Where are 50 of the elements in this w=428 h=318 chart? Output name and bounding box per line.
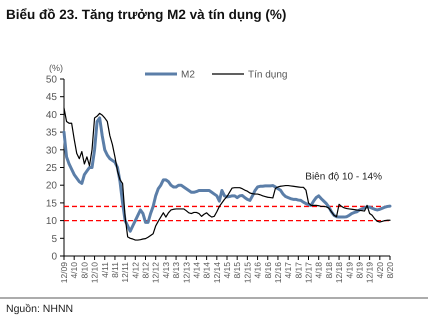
x-tick-label: 8/16 xyxy=(262,262,273,279)
x-tick-label: 12/17 xyxy=(304,262,314,284)
x-tick-label: 8/15 xyxy=(232,262,242,279)
text: Nguồn: NHNN xyxy=(6,303,74,315)
y-tick-label: 25 xyxy=(46,163,58,174)
x-tick-label: 8/13 xyxy=(171,262,182,279)
x-tick-label: 12/12 xyxy=(150,262,161,284)
x-tick-label: 4/20 xyxy=(374,262,385,279)
x-tick-label: 12/11 xyxy=(120,262,130,283)
x-tick-label: 4/11 xyxy=(100,262,110,278)
y-axis-title: (%) xyxy=(49,63,63,73)
y-tick-label: 15 xyxy=(46,198,58,210)
x-tick-label: 8/14 xyxy=(202,262,212,279)
x-tick-label: 4/15 xyxy=(222,262,232,279)
x-tick-label: 4/14 xyxy=(191,262,202,279)
x-tick-label: 4/16 xyxy=(252,262,263,279)
y-tick-label: 40 xyxy=(46,110,58,121)
x-tick-label: 4/13 xyxy=(160,262,171,279)
x-tick-label: 8/18 xyxy=(324,262,334,279)
x-tick-label: 12/10 xyxy=(90,262,100,284)
x-tick-label: 12/09 xyxy=(59,262,69,284)
legend-label: Tín dụng xyxy=(248,70,288,80)
x-tick-label: 4/17 xyxy=(283,262,294,279)
x-tick-label: 8/10 xyxy=(79,262,90,279)
x-tick-label: 8/19 xyxy=(354,262,364,279)
x-tick-label: 8/12 xyxy=(140,262,150,279)
x-tick-label: 12/18 xyxy=(334,262,344,284)
y-tick-label: 50 xyxy=(46,74,58,86)
x-tick-label: 12/16 xyxy=(272,262,283,284)
x-tick-label: 12/15 xyxy=(242,262,252,284)
y-tick-label: 20 xyxy=(46,180,58,192)
x-tick-label: 4/19 xyxy=(344,262,354,279)
y-tick-label: 30 xyxy=(46,145,58,156)
x-tick-label: 8/11 xyxy=(110,262,120,278)
x-tick-label: 4/10 xyxy=(69,262,80,279)
x-tick-label: 8/17 xyxy=(293,262,304,279)
y-tick-label: 45 xyxy=(46,92,58,104)
x-tick-label: 4/18 xyxy=(314,262,324,279)
x-tick-label: 12/13 xyxy=(181,262,192,284)
chart-title: Biểu đồ 23. Tăng trưởng M2 và tín dụng (%) xyxy=(6,7,286,22)
legend-label: M2 xyxy=(181,70,196,80)
x-tick-label: 12/14 xyxy=(212,262,222,284)
y-tick-label: 5 xyxy=(51,234,58,245)
y-tick-label: 35 xyxy=(46,128,58,139)
y-tick-label: 10 xyxy=(46,216,58,228)
ref-line-label: Biên độ 10 - 14% xyxy=(305,171,382,182)
y-tick-label: 0 xyxy=(51,252,58,262)
x-tick-label: 4/12 xyxy=(130,262,140,279)
x-tick-label: 12/19 xyxy=(364,262,375,284)
x-tick-label: 8/20 xyxy=(385,262,395,279)
